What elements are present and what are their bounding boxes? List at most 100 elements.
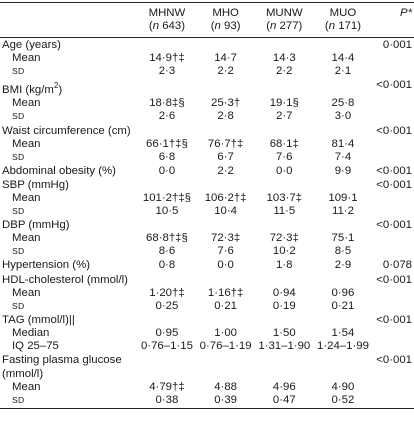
- table-subrow: Mean 4·79†‡ 4·88 4·96 4·90: [0, 381, 414, 394]
- cell-munw: [255, 353, 314, 367]
- cell-p-value: <0·001: [376, 273, 412, 286]
- cell-munw: 2·7: [276, 110, 293, 123]
- cell-muo: 25·8: [331, 97, 355, 110]
- cell-p-value: [372, 381, 414, 394]
- cell-p-value: [372, 192, 414, 205]
- col-n-munw: (n 277): [254, 20, 314, 39]
- cell-muo: 8·5: [334, 245, 352, 258]
- cell-munw: [255, 367, 314, 381]
- cell-mhnw: 6·8: [158, 150, 176, 163]
- cell-mhnw: 0·8: [158, 259, 176, 272]
- row-stat-label: Mean: [12, 381, 41, 394]
- cell-muo: [314, 353, 373, 367]
- cell-p-value: [372, 110, 414, 123]
- cell-munw: 1·8: [276, 259, 293, 272]
- row-variable-label: DBP (mmHg): [2, 219, 70, 232]
- cell-munw: 7·6: [276, 150, 293, 163]
- cell-p-value: <0·001: [376, 79, 412, 92]
- cell-mhnw: 0·95: [155, 326, 179, 339]
- cell-mhnw: 0·38: [137, 394, 197, 409]
- cell-mhnw: [138, 178, 197, 192]
- cell-p-value: [372, 52, 414, 65]
- cell-p-value: 0·001: [382, 39, 412, 52]
- cell-mhnw: 0·0: [158, 164, 176, 177]
- cell-p-value: [372, 65, 414, 78]
- header-row-sample-sizes: (n 643) (n 93) (n 277) (n 171): [0, 20, 414, 39]
- cell-p-value: <0·001: [376, 354, 412, 367]
- cell-munw: 68·1‡: [269, 137, 299, 150]
- cell-p-value: [372, 97, 414, 110]
- cell-munw: 19·1§: [269, 97, 299, 110]
- table-body: Age (years) 0·001 Mean 14·9†‡ 14·7 14·3 14·4 SD…: [0, 38, 414, 409]
- row-stat-label: Median: [12, 326, 50, 339]
- cell-munw: 11·5: [273, 205, 296, 218]
- row-variable-label: (mmol/l): [2, 368, 44, 381]
- cell-mho: [196, 353, 255, 367]
- row-variable-label: SBP (mmHg): [2, 178, 69, 191]
- table-subrow: SD 6·8 6·7 7·6 7·4: [0, 151, 414, 164]
- cell-muo: 109·1: [328, 192, 358, 205]
- cell-munw: 0·19: [272, 299, 296, 312]
- cell-mho: 14·7: [214, 52, 238, 65]
- cell-mho: 0·0: [217, 259, 234, 272]
- table-row: DBP (mmHg) <0·001: [0, 218, 414, 232]
- cell-mho: [196, 367, 255, 381]
- cell-mho: 72·3‡: [211, 232, 241, 245]
- cell-muo: 0·52: [313, 394, 373, 409]
- row-stat-label: Mean: [12, 52, 41, 65]
- cell-munw: 0·94: [272, 286, 296, 299]
- cell-muo: [314, 313, 373, 327]
- cell-mho: 2·8: [217, 110, 234, 123]
- row-variable-label: Waist circumference (cm): [2, 124, 131, 137]
- col-header-mho: MHO: [196, 2, 255, 21]
- cell-mho: 6·7: [217, 150, 234, 163]
- table-subrow: Mean 18·8‡§ 25·3† 19·1§ 25·8: [0, 97, 414, 110]
- cell-mho: 25·3†: [211, 97, 241, 110]
- cell-munw: [255, 38, 314, 53]
- row-variable-label: Abdominal obesity (%): [2, 164, 116, 177]
- cell-muo: 75·1: [331, 232, 355, 245]
- row-variable-label: BMI (kg/m2): [2, 81, 63, 97]
- cell-muo: 1·24–1·99: [316, 340, 369, 353]
- table-subrow: Mean 14·9†‡ 14·7 14·3 14·4: [0, 52, 414, 65]
- table-subrow: Mean 66·1†‡§ 76·7†‡ 68·1‡ 81·4: [0, 138, 414, 151]
- table-subrow: Mean 101·2†‡§ 106·2†‡ 103·7‡ 109·1: [0, 192, 414, 205]
- cell-p-value: [372, 300, 414, 313]
- table-row: Abdominal obesity (%) 0·0 2·2 0·0 9·9 <0·001: [0, 164, 414, 178]
- cell-p-value: <0·001: [376, 124, 412, 137]
- cell-munw: 0·0: [276, 164, 293, 177]
- table-row: SBP (mmHg) <0·001: [0, 178, 414, 192]
- cell-p-value: <0·001: [376, 313, 412, 326]
- cell-mho: [196, 273, 255, 287]
- cell-mhnw: 14·9†‡: [149, 52, 185, 65]
- cell-mhnw: [138, 367, 197, 381]
- cell-muo: [314, 367, 373, 381]
- row-stat-label: SD: [12, 111, 25, 122]
- cell-munw: [255, 313, 314, 327]
- col-n-muo: (n 171): [313, 20, 373, 39]
- table-row: (mmol/l): [0, 367, 414, 381]
- row-variable-label: Hypertension (%): [2, 259, 90, 272]
- table-row: Fasting plasma glucose <0·001: [0, 353, 414, 367]
- cell-p-value: [372, 245, 414, 258]
- cell-p-value: <0·001: [376, 164, 412, 177]
- cell-muo: [314, 178, 373, 192]
- cell-mhnw: 2·6: [158, 110, 176, 123]
- cell-mho: 7·6: [217, 245, 234, 258]
- cell-p-value: [372, 327, 414, 340]
- table-subrow: SD 10·5 10·4 11·5 11·2: [0, 205, 414, 218]
- cell-munw: 0·47: [254, 394, 314, 409]
- col-header-munw: MUNW: [254, 2, 314, 21]
- cell-mhnw: [138, 38, 197, 53]
- cell-munw: [255, 78, 314, 97]
- cell-mho: 0·76–1·19: [199, 340, 252, 353]
- cell-muo: 2·9: [334, 259, 352, 272]
- cell-muo: [314, 124, 373, 138]
- cell-mhnw: [138, 218, 197, 232]
- cell-muo: 7·4: [334, 150, 352, 163]
- table-row: BMI (kg/m2) <0·001: [0, 78, 414, 97]
- cell-mho: [196, 78, 255, 97]
- row-stat-label: SD: [12, 206, 25, 217]
- cell-p-value: [372, 340, 414, 353]
- row-stat-label: SD: [12, 246, 25, 257]
